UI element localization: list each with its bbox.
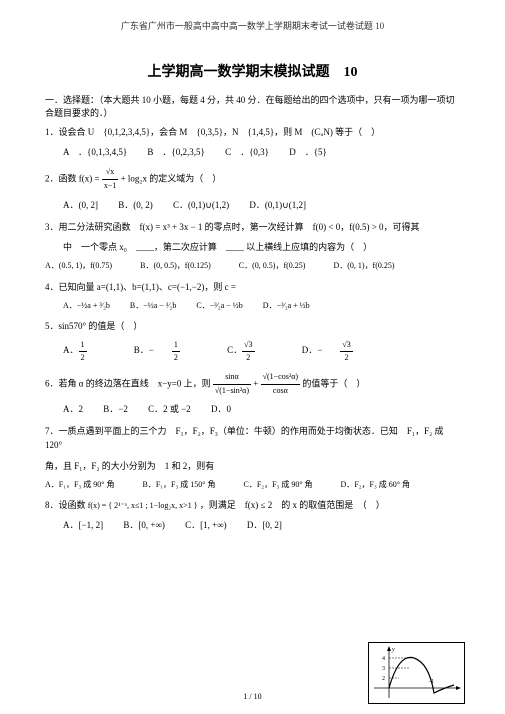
question-1-options: A ．{0,1,3,4,5} B ．{0,2,3,5} C ．{0,3} D ．… (45, 146, 460, 159)
q5c-d: 2 (242, 352, 254, 363)
q7-opt-c: F₂，F₃ 成 90° 角 (257, 479, 313, 490)
graph-y-axis-label: y (391, 647, 395, 653)
q5d-sign: − (317, 344, 322, 357)
q8-text-a: 8．设函数 (45, 500, 86, 510)
page-footer: 1 / 10 (0, 691, 505, 702)
q6-text: 6．若角 α 的终边落在直线 x−y=0 上，则 (45, 378, 211, 388)
q2-text-a: 2．函数 f(x) = (45, 174, 100, 184)
section-1-heading: 一．选择题：（本大题共 10 小题，每题 4 分，共 40 分．在每题给出的四个… (45, 94, 460, 119)
question-8: 8．设函数 f(x) = { 2¹⁻ˣ, x≤1 ; 1−log₂x, x>1 … (45, 498, 460, 513)
q8-opt-b: [0, +∞) (138, 519, 165, 532)
question-5: 5．sin570° 的值是（ ） (45, 319, 460, 333)
question-3-options: A．(0.5, 1)，f(0.75) B．(0, 0.5)，f(0.125) C… (45, 260, 460, 271)
graph-x-neg1: -1 (429, 679, 434, 685)
q8-fx: f(x) = { 2¹⁻ˣ, x≤1 ; 1−log₂x, x>1 } (88, 501, 198, 510)
q7-opt-a: F₁，F₃ 成 90° 角 (59, 479, 115, 490)
question-6: 6．若角 α 的终边落在直线 x−y=0 上，则 sinα √(1−sin²α)… (45, 371, 460, 398)
q6-text-end: 的值等于（ ） (302, 378, 365, 388)
q1-opt-b: {0,2,3,5} (171, 146, 204, 159)
q5b-sign: − (149, 344, 154, 357)
question-1: 1．设会合 U {0,1,2,3,4,5}，会合 M {0,3,5}，N {1,… (45, 125, 460, 139)
q6-opt-d: 0 (226, 403, 231, 416)
q6-opt-b: −2 (118, 403, 128, 416)
q2-fraction: √x x−1 (102, 166, 119, 193)
q5a-n: 1 (79, 339, 87, 351)
question-3: 3．用二分法研究函数 f(x) = x³ + 3x − 1 的零点时，第一次经计… (45, 220, 460, 234)
question-2: 2．函数 f(x) = √x x−1 + log₂x 的定义域为（ ） (45, 166, 460, 193)
q2-opt-b: (0, 2) (133, 199, 153, 212)
q5-opt-d: √32 (340, 339, 370, 362)
q5d-d: 2 (340, 352, 352, 363)
q7-opt-d: F₂，F₃ 成 60° 角 (354, 479, 410, 490)
q3-opt-d: (0, 1)，f(0.25) (347, 260, 394, 271)
question-5-options: A．12 B．−12 C．√32 D．−√32 (45, 339, 460, 362)
q8-opt-a: [−1, 2] (79, 519, 104, 532)
graph-y-2: 2 (382, 676, 385, 682)
q7-opt-b: F₁，F₃ 成 150° 角 (156, 479, 216, 490)
graph-y-4: 4 (382, 656, 385, 662)
q6a-n: sinα (213, 371, 251, 385)
q3-opt-b: (0, 0.5)，f(0.125) (153, 260, 210, 271)
q6-opt-a: 2 (79, 403, 84, 416)
q6a-d: √(1−sin²α) (213, 385, 251, 398)
q1-opt-c: {0,3} (249, 146, 269, 159)
q2-opt-a: (0, 2] (79, 199, 99, 212)
q6-frac-b: √(1−cos²α) cosα (261, 371, 300, 398)
q5c-n: √3 (242, 339, 254, 351)
page-header: 广东省广州市一般高中高中高一数学上学期期末考试一试卷试题 10 (0, 0, 505, 33)
q4-opt-c: −³⁄₂a − ½b (210, 300, 243, 311)
question-8-options: A．[−1, 2] B．[0, +∞) C．[1, +∞) D．[0, 2] (45, 519, 460, 532)
q5b-d: 2 (172, 352, 180, 363)
question-3-line2: 中 一个零点 x₀ ____，第二次应计算 ____ 以上横线上应填的内容为（ … (45, 240, 460, 254)
question-6-options: A．2 B．−2 C．2 或 −2 D．0 (45, 403, 460, 416)
q6-frac-a: sinα √(1−sin²α) (213, 371, 251, 398)
q8-opt-c: [1, +∞) (200, 519, 227, 532)
question-7-line2: 角，且 F₁，F₂ 的大小分别为 1 和 2，则有 (45, 459, 460, 473)
document-title: 上学期高一数学期末模拟试题 10 (0, 63, 505, 83)
graph-y-3: 3 (382, 666, 385, 672)
q4-opt-b: −½a − ³⁄₂b (143, 300, 176, 311)
q6b-n: √(1−cos²α) (261, 371, 300, 385)
q5a-d: 2 (79, 352, 87, 363)
q4-opt-a: −½a + ³⁄₂b (77, 300, 110, 311)
q8-text-b: ，则满足 f(x) ≤ 2 的 x 的取值范围是 （ ） (200, 500, 385, 510)
q8-opt-d: [0, 2] (262, 519, 282, 532)
q4-opt-d: −³⁄₂a + ½b (277, 300, 310, 311)
q1-opt-d: {5} (314, 146, 327, 159)
q3-opt-c: (0, 0.5)，f(0.25) (252, 260, 305, 271)
q3-opt-a: (0.5, 1)，f(0.75) (59, 260, 112, 271)
q5d-n: √3 (340, 339, 352, 351)
question-7: 7．一质点遇到平面上的三个力 F₁，F₂，F₃（单位：牛顿）的作用而处于均衡状态… (45, 424, 460, 453)
q5-opt-a: 12 (79, 339, 105, 362)
q5-opt-c: √32 (242, 339, 272, 362)
q1-opt-a: {0,1,3,4,5} (87, 146, 127, 159)
q2-opt-d: (0,1)∪(1,2] (265, 199, 306, 212)
q5-opt-b: 12 (172, 339, 198, 362)
q2-frac-num: √x (102, 166, 119, 180)
q2-text-b: + log₂x 的定义域为（ ） (121, 174, 222, 184)
q6b-d: cosα (261, 385, 300, 398)
q2-opt-c: (0,1)∪(1,2) (188, 199, 229, 212)
q6-opt-c: 2 或 −2 (163, 403, 191, 416)
question-7-options: A．F₁，F₃ 成 90° 角 B．F₁，F₃ 成 150° 角 C．F₂，F₃… (45, 479, 460, 490)
question-2-options: A．(0, 2] B．(0, 2) C．(0,1)∪(1,2) D．(0,1)∪… (45, 199, 460, 212)
q2-frac-den: x−1 (102, 180, 119, 193)
q5b-n: 1 (172, 339, 180, 351)
question-4: 4．已知向量 a=(1,1)、b=(1,1)、c=(−1,−2)，则 c = (45, 280, 460, 294)
question-4-options: A．−½a + ³⁄₂b B．−½a − ³⁄₂b C．−³⁄₂a − ½b D… (45, 300, 460, 311)
